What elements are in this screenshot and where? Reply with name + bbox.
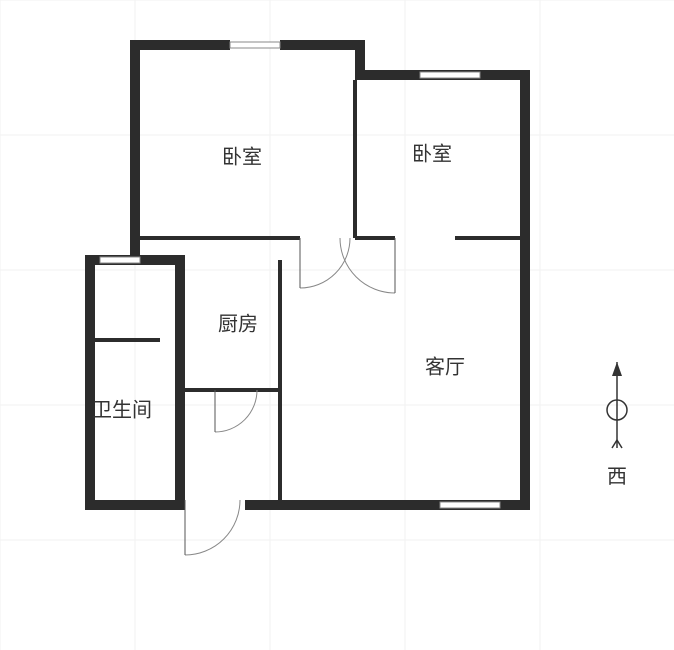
label-kitchen: 厨房 — [218, 308, 258, 337]
label-living: 客厅 — [425, 351, 465, 380]
label-bedroom-main: 卧室 — [222, 141, 262, 170]
label-bedroom-small: 卧室 — [412, 138, 452, 167]
plan-svg — [0, 0, 674, 650]
floor-plan: { "canvas": { "width": 674, "height": 65… — [0, 0, 674, 650]
compass-label: 西 — [607, 460, 627, 489]
label-bath: 卫生间 — [92, 394, 152, 423]
